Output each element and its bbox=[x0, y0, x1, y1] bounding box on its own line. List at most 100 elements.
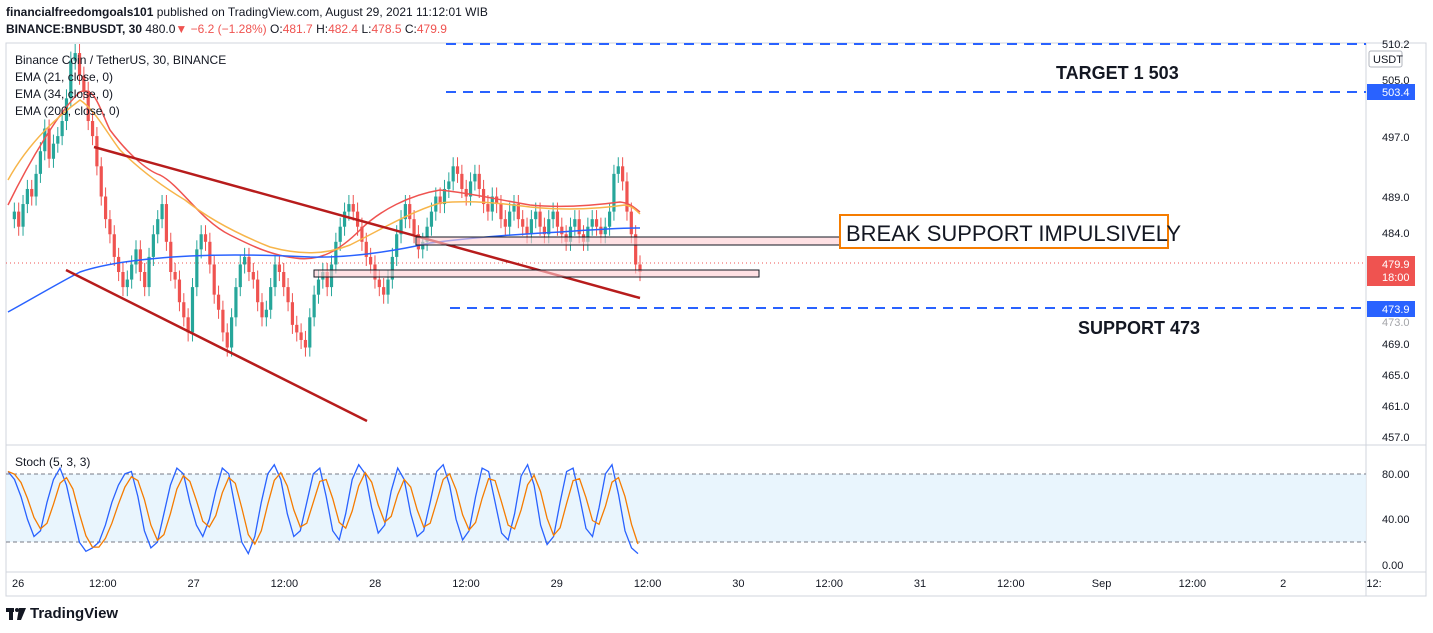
time-tick: 26 bbox=[12, 578, 24, 590]
candle-body bbox=[43, 128, 47, 152]
time-tick: 12:00 bbox=[452, 578, 480, 590]
candle-body bbox=[390, 256, 394, 280]
candle-body bbox=[342, 211, 347, 227]
candle-body bbox=[425, 226, 429, 242]
low-label: L: bbox=[361, 22, 372, 36]
candle-body bbox=[468, 181, 473, 197]
chart-frame bbox=[5, 42, 1427, 597]
price-tick: 457.0 bbox=[1382, 432, 1410, 444]
candle-body bbox=[30, 188, 34, 197]
lower-support-zone[interactable] bbox=[313, 269, 760, 278]
candle-body bbox=[547, 219, 551, 235]
candle-body bbox=[156, 219, 160, 235]
time-tick: 31 bbox=[914, 578, 926, 590]
target-label: TARGET 1 503 bbox=[1056, 63, 1179, 83]
candle-body bbox=[160, 204, 164, 220]
author-name: financialfreedomgoals101 bbox=[6, 5, 154, 19]
candle-body bbox=[238, 264, 242, 288]
candle-body bbox=[360, 226, 364, 242]
candle-body bbox=[64, 98, 69, 122]
candle-body bbox=[573, 219, 577, 227]
time-tick: 12:00 bbox=[815, 578, 843, 590]
candle-body bbox=[21, 204, 25, 227]
candle-body bbox=[638, 264, 642, 273]
candle-body bbox=[495, 196, 499, 205]
candle-body bbox=[503, 219, 507, 227]
candle-body bbox=[38, 151, 43, 174]
candle-body bbox=[408, 204, 412, 220]
candle-body bbox=[195, 249, 199, 288]
candle-body bbox=[347, 204, 351, 212]
candle-body bbox=[173, 272, 177, 280]
candle-body bbox=[186, 317, 190, 333]
candle-body bbox=[625, 181, 629, 212]
currency-label: USDT bbox=[1373, 54, 1403, 66]
candle-body bbox=[260, 302, 264, 318]
candle-body bbox=[590, 219, 594, 227]
candle-body bbox=[603, 226, 607, 235]
price-tick: 461.0 bbox=[1382, 401, 1410, 413]
candle-body bbox=[151, 234, 155, 257]
candle-body bbox=[208, 241, 212, 265]
support-label: SUPPORT 473 bbox=[1078, 318, 1200, 338]
tradingview-logo[interactable]: TradingView bbox=[6, 605, 118, 622]
price-axis[interactable]: 510.2 USDT 505.0 503.4 497.0 489.0 484.0… bbox=[1367, 39, 1415, 444]
candle-body bbox=[316, 279, 321, 295]
open-label: O: bbox=[270, 22, 283, 36]
stoch-band bbox=[6, 474, 1366, 542]
high-label: H: bbox=[316, 22, 329, 36]
time-tick: 30 bbox=[732, 578, 744, 590]
stoch-axis[interactable]: 80.00 40.00 0.00 bbox=[1382, 469, 1410, 572]
price-tick: 489.0 bbox=[1382, 192, 1410, 204]
ema34-line[interactable] bbox=[7, 99, 641, 254]
candle-body bbox=[369, 256, 373, 265]
time-tick: 28 bbox=[369, 578, 381, 590]
chart-title: Binance Coin / TetherUS, 30, BINANCE bbox=[15, 53, 226, 67]
candle-body bbox=[225, 332, 229, 348]
candle-body bbox=[112, 234, 116, 257]
candle-body bbox=[477, 173, 481, 189]
candle-body bbox=[99, 166, 103, 197]
last-price-tag bbox=[1367, 256, 1415, 286]
currency-badge[interactable] bbox=[1368, 50, 1403, 68]
candle-body bbox=[143, 272, 147, 288]
candle-body bbox=[51, 143, 56, 159]
time-tick: 12:00 bbox=[634, 578, 662, 590]
ema34-legend: EMA (34, close, 0) bbox=[15, 87, 113, 101]
candle-body bbox=[277, 264, 281, 273]
break-support-zone[interactable] bbox=[415, 236, 841, 246]
lower-trendline[interactable] bbox=[65, 268, 368, 423]
candle-body bbox=[438, 196, 442, 205]
candle-body bbox=[607, 211, 612, 227]
candle-body bbox=[621, 166, 625, 182]
candle-body bbox=[17, 211, 21, 227]
time-tick: 29 bbox=[551, 578, 563, 590]
stoch-k-line[interactable] bbox=[7, 463, 639, 556]
time-axis[interactable]: 26 12:00 27 12:00 28 12:00 29 12:00 30 12:00 31 12:… bbox=[12, 578, 1382, 590]
last-price: 480.0 bbox=[145, 22, 176, 36]
candle-body bbox=[399, 219, 403, 235]
candle-body bbox=[560, 226, 564, 235]
time-tick: 12: bbox=[1366, 578, 1381, 590]
ema200-line[interactable] bbox=[7, 227, 641, 313]
candle-body bbox=[256, 279, 260, 303]
candle-body bbox=[538, 211, 542, 227]
candle-body bbox=[525, 226, 529, 235]
break-support-box[interactable] bbox=[839, 214, 1169, 249]
candle-body bbox=[634, 234, 638, 265]
candle-body bbox=[529, 219, 533, 235]
candle-body bbox=[229, 317, 234, 348]
candle-body bbox=[203, 234, 208, 242]
candle-body bbox=[421, 241, 425, 250]
price-change: −6.2 (−1.28%) bbox=[190, 22, 267, 36]
candle-body bbox=[499, 204, 503, 220]
ema21-line[interactable] bbox=[7, 90, 641, 260]
candle-body bbox=[455, 166, 460, 174]
candle-body bbox=[473, 173, 477, 182]
candle-body bbox=[612, 173, 616, 212]
candle-body bbox=[299, 332, 303, 340]
candle-body bbox=[403, 204, 407, 220]
stoch-d-line[interactable] bbox=[7, 470, 639, 548]
candle-body bbox=[34, 173, 38, 197]
